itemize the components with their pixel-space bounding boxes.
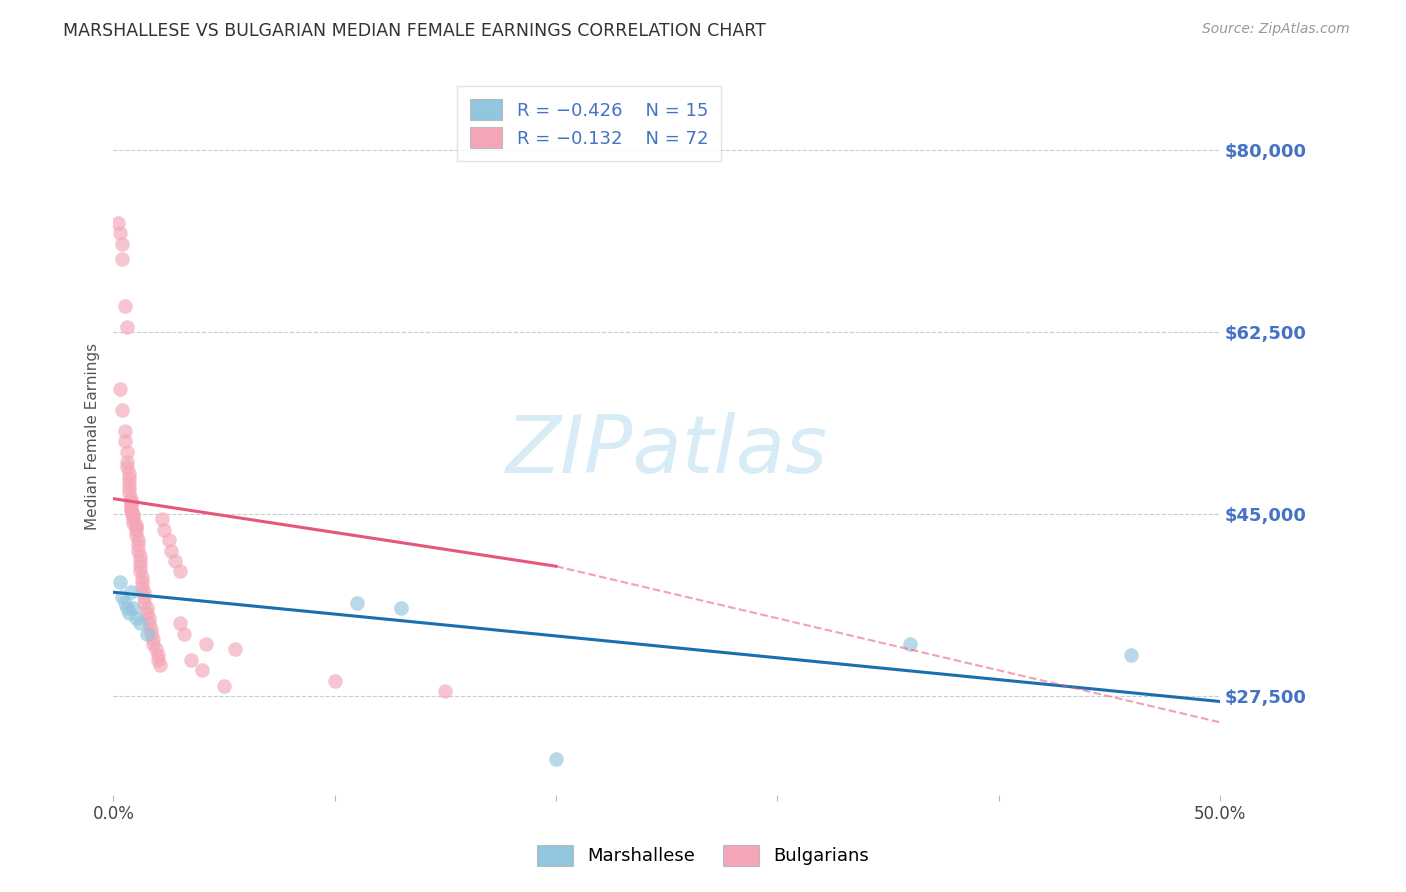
Point [212,679,235,693]
Point [139,627,162,641]
Point [146,653,169,667]
Point [127,538,149,552]
Point [120,499,142,513]
Point [434,684,457,698]
Point [160,543,183,558]
Point [114,434,136,449]
Point [323,673,346,688]
Point [124,517,146,532]
Point [129,549,152,563]
Point [131,580,153,594]
Text: Source: ZipAtlas.com: Source: ZipAtlas.com [1202,22,1350,37]
Point [122,516,145,530]
Point [120,495,142,509]
Point [118,466,141,480]
Point [142,632,165,646]
Point [195,637,218,651]
Point [118,471,141,485]
Point [122,508,145,522]
Point [173,627,195,641]
Point [145,642,167,657]
Point [120,502,142,516]
Point [108,574,131,589]
Point [120,505,142,519]
Point [122,512,145,526]
Point [149,658,172,673]
Point [120,497,142,511]
Point [150,512,173,526]
Point [115,320,138,334]
Point [165,554,187,568]
Legend: R = −0.426    N = 15, R = −0.132    N = 72: R = −0.426 N = 15, R = −0.132 N = 72 [457,87,721,161]
Point [120,491,142,506]
Point [115,600,138,615]
Point [124,520,146,534]
Point [135,606,157,620]
Point [124,528,146,542]
Point [118,481,141,495]
Point [138,611,160,625]
Point [111,591,134,605]
Point [114,424,136,438]
Legend: Marshallese, Bulgarians: Marshallese, Bulgarians [524,832,882,879]
Point [169,565,191,579]
Point [157,533,180,548]
Point [127,533,149,548]
Point [131,569,153,583]
Point [224,642,246,657]
Point [111,252,134,267]
Point [114,299,136,313]
Point [1121,648,1143,662]
Point [169,616,191,631]
Point [127,543,149,558]
Point [135,627,157,641]
Point [108,383,131,397]
Point [134,585,156,599]
Point [122,509,145,524]
Point [124,523,146,537]
Point [135,600,157,615]
Point [111,403,134,417]
Point [111,236,134,251]
Y-axis label: Median Female Earnings: Median Female Earnings [86,343,100,530]
Point [389,600,412,615]
Point [114,596,136,610]
Text: ZIPatlas: ZIPatlas [506,411,828,490]
Point [129,559,152,574]
Point [115,460,138,475]
Point [142,637,165,651]
Point [129,565,152,579]
Point [118,476,141,491]
Point [153,523,176,537]
Point [134,596,156,610]
Point [120,585,142,599]
Point [107,216,129,230]
Point [134,591,156,605]
Point [191,663,214,677]
Point [139,622,162,636]
Point [129,554,152,568]
Point [131,574,153,589]
Point [115,445,138,459]
Point [180,653,202,667]
Point [124,611,146,625]
Point [346,596,368,610]
Point [138,616,160,631]
Point [118,606,141,620]
Point [118,486,141,500]
Point [122,600,145,615]
Point [146,648,169,662]
Point [544,752,567,766]
Point [115,455,138,469]
Text: MARSHALLESE VS BULGARIAN MEDIAN FEMALE EARNINGS CORRELATION CHART: MARSHALLESE VS BULGARIAN MEDIAN FEMALE E… [63,22,766,40]
Point [898,637,921,651]
Point [108,227,131,241]
Point [129,616,152,631]
